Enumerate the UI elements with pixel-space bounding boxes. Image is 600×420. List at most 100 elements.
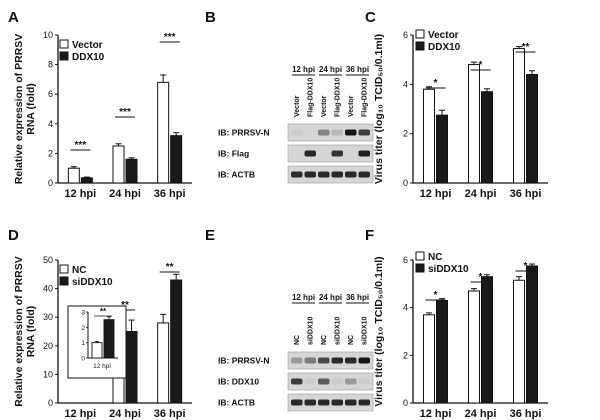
y-tick-label: 6	[403, 30, 408, 40]
legend-label: DDX10	[428, 42, 461, 53]
blot-band	[304, 378, 316, 385]
western-blot-panel-e: 12 hpi 24 hpi 36 hpi NC siDDX10 NC siDDX10 NC si…	[218, 293, 374, 412]
x-category-label: 12 hpi	[64, 408, 96, 420]
bar	[468, 64, 480, 184]
blot-band	[345, 357, 357, 364]
timepoint-label: 12 hpi	[292, 293, 315, 302]
blot-band	[331, 150, 343, 157]
lane-label: Vector	[348, 95, 355, 117]
y-tick-label: 0	[403, 178, 408, 188]
bar	[170, 135, 183, 184]
blot-band	[304, 171, 316, 178]
legend-swatch	[415, 263, 425, 273]
blot-band	[318, 171, 330, 178]
legend-swatch	[415, 29, 425, 39]
y-tick-label: 20	[43, 341, 53, 351]
x-category-label: 36 hpi	[510, 188, 542, 200]
blot-band	[358, 357, 370, 364]
bar	[423, 88, 435, 184]
y-tick-label: 2	[403, 350, 408, 360]
blot-band	[345, 399, 357, 406]
blot-band	[358, 129, 370, 136]
panel-label-a: A	[8, 9, 19, 26]
bar	[157, 322, 170, 404]
lane-label: siDDX10	[334, 316, 341, 345]
bar	[170, 279, 183, 404]
lane-label: Vector	[294, 95, 301, 117]
blot-band	[331, 129, 343, 136]
blot-row-label: IB: PRRSV-N	[218, 356, 269, 366]
y-tick-label: 0	[403, 398, 408, 408]
significance-marker: *	[434, 290, 438, 301]
y-tick-label: 0	[48, 178, 53, 188]
panel-label-d: D	[8, 227, 19, 244]
legend-swatch	[59, 39, 69, 49]
significance-marker: **	[166, 262, 174, 273]
y-tick-label: 4	[403, 79, 408, 89]
legend-label: NC	[72, 265, 86, 276]
inset-bar	[103, 319, 115, 359]
lane-label: NC	[348, 335, 355, 345]
blot-band	[358, 150, 370, 157]
y-tick-label: 10	[43, 30, 53, 40]
blot-band	[291, 399, 303, 406]
blot-band	[331, 399, 343, 406]
blot-band	[318, 357, 330, 364]
blot-membrane	[287, 393, 374, 412]
y-tick-label: 10	[43, 369, 53, 379]
bar	[112, 145, 125, 184]
blot-band	[345, 378, 357, 385]
y-tick-label: 2	[48, 148, 53, 158]
blot-membrane	[287, 123, 374, 142]
inset-category-label: 12 hpi	[93, 363, 111, 370]
significance-marker: ***	[119, 107, 131, 118]
bar	[436, 300, 448, 404]
blot-row-label: IB: ACTB	[218, 170, 255, 180]
bar	[526, 73, 538, 184]
bar	[67, 167, 80, 184]
x-category-label: 36 hpi	[154, 188, 186, 200]
blot-membrane	[287, 165, 374, 184]
inset-y-tick-label: 0	[81, 356, 85, 363]
panel-label-e: E	[205, 227, 215, 244]
lane-label: NC	[294, 335, 301, 345]
y-tick-label: 4	[48, 119, 53, 129]
y-axis-label: Virus titer (log₁₀ TCID₅₀/0.1ml)	[373, 34, 385, 184]
legend-swatch	[415, 251, 425, 261]
bar	[125, 331, 138, 404]
bar	[112, 373, 125, 404]
blot-band	[291, 171, 303, 178]
lane-label: NC	[321, 335, 328, 345]
x-category-label: 24 hpi	[465, 408, 497, 420]
panel-label-f: F	[365, 227, 374, 244]
significance-marker: *	[524, 261, 528, 272]
blot-band	[358, 399, 370, 406]
panel-label-b: B	[205, 9, 216, 26]
y-tick-label: 0	[48, 398, 53, 408]
bar	[423, 314, 435, 404]
lane-label: Vector	[321, 95, 328, 117]
lane-label: Flag-DDX10	[361, 78, 368, 117]
legend-swatch	[415, 41, 425, 51]
y-tick-label: 4	[403, 303, 408, 313]
y-axis-label: Relative expression of PRRSV	[13, 256, 25, 407]
legend-swatch	[59, 264, 69, 274]
inset-bar	[91, 342, 103, 359]
bar	[513, 48, 525, 184]
significance-marker: **	[522, 42, 530, 53]
timepoint-label: 24 hpi	[319, 65, 342, 74]
blot-band	[345, 129, 357, 136]
blot-row-label: IB: PRRSV-N	[218, 128, 269, 138]
legend-label: Vector	[72, 40, 103, 51]
blot-band	[331, 378, 343, 385]
chart-panel-a: 0 2 4 6 8 10 Relative expression of PRRSV RNA (…	[13, 30, 192, 200]
timepoint-label: 36 hpi	[346, 65, 369, 74]
blot-band	[318, 129, 330, 136]
y-axis-label: RNA (fold)	[25, 83, 37, 135]
inset-y-tick-label: 2	[81, 325, 85, 332]
x-category-label: 24 hpi	[109, 188, 141, 200]
panel-label-c: C	[365, 9, 376, 26]
bar	[436, 114, 448, 184]
y-tick-label: 6	[403, 255, 408, 265]
